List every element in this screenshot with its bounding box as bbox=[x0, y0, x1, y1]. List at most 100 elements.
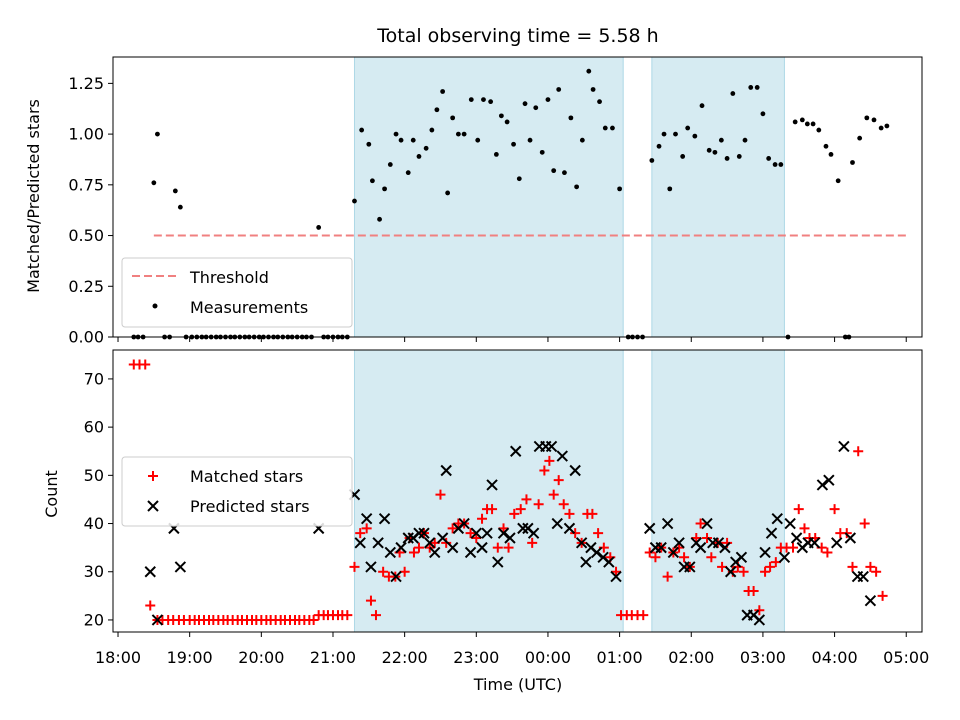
measurement-point bbox=[352, 198, 357, 204]
measurement-point bbox=[461, 131, 467, 137]
bottom-axes-frame bbox=[112, 349, 923, 633]
measurement-point bbox=[828, 151, 834, 157]
top-y-tick-label: 0.50 bbox=[68, 226, 104, 245]
top-shaded-intervals bbox=[353, 56, 785, 338]
predicted-star-point bbox=[603, 556, 615, 568]
measurement-point bbox=[586, 68, 592, 74]
measurement-point bbox=[673, 131, 678, 137]
predicted-star-point bbox=[643, 522, 656, 535]
predicted-star-point bbox=[784, 517, 796, 530]
matched-star-point bbox=[674, 542, 685, 553]
predicted-star-point bbox=[701, 517, 713, 530]
measurement-point bbox=[488, 99, 494, 105]
x-tick-label: 19:00 bbox=[167, 648, 213, 667]
top-y-tick-label: 1.25 bbox=[68, 74, 104, 93]
matched-star-point bbox=[564, 508, 575, 519]
bottom-y-tick-label: 70 bbox=[84, 369, 104, 388]
predicted-star-point bbox=[545, 440, 558, 453]
measurement-point bbox=[661, 131, 667, 137]
measurement-point bbox=[871, 117, 877, 123]
matched-star-point bbox=[877, 590, 888, 601]
bottom-shaded-intervals bbox=[353, 349, 785, 633]
predicted-star-point bbox=[378, 513, 391, 525]
predicted-star-point bbox=[790, 532, 803, 544]
matched-star-point bbox=[533, 499, 544, 510]
matched-star-point bbox=[717, 561, 728, 572]
matched-star-point bbox=[539, 465, 550, 476]
matched-star-point bbox=[355, 528, 366, 539]
matched-star-point bbox=[638, 610, 649, 621]
measurement-point bbox=[799, 117, 805, 123]
predicted-star-point bbox=[470, 527, 483, 539]
predicted-star-point bbox=[151, 614, 164, 626]
measurement-point bbox=[405, 170, 411, 176]
measurement-point bbox=[730, 91, 736, 96]
measurement-point bbox=[556, 87, 562, 92]
matched-star-point bbox=[515, 504, 526, 515]
matched-star-point bbox=[408, 547, 419, 558]
matched-star-point bbox=[691, 533, 702, 543]
bottom-legend-box bbox=[121, 456, 353, 527]
predicted-star-point bbox=[476, 541, 488, 554]
predicted-star-point bbox=[610, 570, 622, 583]
top-legend-box bbox=[121, 257, 353, 328]
matched-star-point bbox=[378, 566, 389, 577]
measurement-point bbox=[742, 137, 748, 143]
measurement-point bbox=[835, 178, 841, 184]
measurement-point bbox=[410, 137, 416, 143]
x-tick-label: 04:00 bbox=[812, 648, 858, 667]
measurement-point bbox=[423, 145, 429, 151]
measurement-point bbox=[649, 158, 655, 163]
x-tick-label: 00:00 bbox=[525, 648, 571, 667]
matched-star-point bbox=[793, 504, 804, 515]
predicted-star-point bbox=[390, 570, 402, 583]
measurement-point bbox=[151, 180, 157, 186]
measurement-point bbox=[816, 127, 822, 133]
measurement-point bbox=[177, 204, 183, 210]
predicted-star-point bbox=[838, 440, 850, 453]
measurement-point bbox=[468, 97, 474, 103]
measurement-point bbox=[155, 131, 160, 137]
predicted-star-point bbox=[395, 541, 407, 554]
matched-star-point bbox=[365, 595, 376, 606]
predicted-star-point bbox=[684, 561, 696, 573]
top-y-tick-label: 1.00 bbox=[68, 125, 104, 144]
matched-star-point bbox=[521, 494, 532, 505]
matched-star-point bbox=[487, 504, 498, 515]
matched-star-point bbox=[770, 557, 781, 568]
measurement-point bbox=[551, 168, 557, 174]
predicted-star-point bbox=[365, 561, 377, 573]
legend-measurements-swatch bbox=[152, 303, 158, 309]
predicted-star-point bbox=[655, 541, 667, 554]
predicted-star-point bbox=[816, 479, 829, 491]
matched-star-point bbox=[662, 571, 673, 582]
measurement-point bbox=[498, 113, 504, 119]
top-y-tick-label: 0.75 bbox=[68, 175, 104, 194]
matched-star-point bbox=[544, 455, 555, 466]
measurement-point bbox=[172, 188, 178, 194]
measurement-point bbox=[754, 85, 760, 90]
x-tick-label: 02:00 bbox=[668, 648, 714, 667]
predicted-star-point bbox=[418, 527, 430, 539]
predicted-star-point bbox=[402, 532, 414, 544]
bottom-y-tick-label: 20 bbox=[84, 610, 104, 629]
measurement-point bbox=[804, 121, 810, 127]
measurement-point bbox=[398, 137, 404, 143]
measurement-point bbox=[712, 149, 718, 155]
predicted-star-point bbox=[424, 537, 436, 549]
predicted-star-point bbox=[551, 517, 563, 530]
predicted-star-point bbox=[517, 522, 529, 535]
measurement-point bbox=[772, 162, 778, 167]
predicted-star-point bbox=[771, 513, 783, 525]
measurement-point bbox=[359, 127, 365, 133]
measurement-point bbox=[429, 127, 435, 133]
predicted-star-point bbox=[778, 551, 791, 563]
matched-star-point bbox=[477, 513, 488, 524]
x-axis-label: Time (UTC) bbox=[473, 675, 562, 694]
predicted-star-point bbox=[575, 537, 588, 549]
matched-star-point bbox=[349, 561, 360, 572]
measurement-point bbox=[533, 105, 539, 111]
matched-star-point bbox=[503, 542, 514, 553]
matched-star-point bbox=[706, 552, 717, 563]
legend-matched-swatch bbox=[148, 471, 158, 481]
